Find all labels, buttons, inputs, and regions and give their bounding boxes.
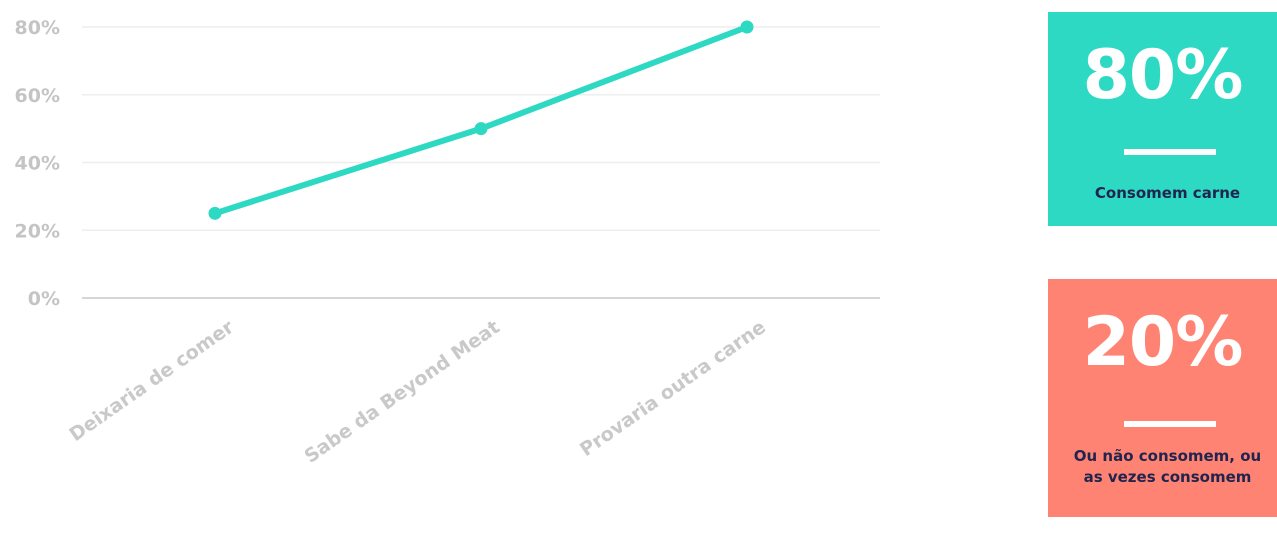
stat-caption: Consomem carne	[1094, 184, 1241, 202]
stat-caption: Ou não consomem, ou as vezes consomem	[1073, 447, 1262, 486]
y-tick-label: 60%	[15, 85, 60, 107]
data-point	[208, 206, 222, 220]
y-axis-ticks: 0% 20% 40% 60% 80%	[15, 17, 60, 310]
stat-value: 80%	[1082, 36, 1244, 115]
x-axis-ticks: Deixaria de comer Sabe da Beyond Meat Prov…	[65, 316, 769, 468]
stat-divider	[1124, 149, 1216, 155]
data-point	[740, 20, 754, 34]
series-layer	[208, 20, 754, 220]
series-line	[212, 24, 750, 217]
y-tick-label: 20%	[15, 220, 60, 242]
x-tick-label: Deixaria de comer	[65, 316, 238, 446]
stat-card-non-meat-eaters: 20% Ou não consomem, ou as vezes consome…	[1048, 279, 1277, 517]
gridlines	[82, 26, 880, 299]
stat-divider	[1124, 421, 1216, 427]
y-tick-label: 80%	[15, 17, 60, 39]
x-tick-label: Provaria outra carne	[576, 316, 770, 461]
stat-value: 20%	[1082, 303, 1244, 382]
y-tick-label: 40%	[15, 153, 60, 175]
data-point	[474, 122, 488, 136]
x-tick-label: Sabe da Beyond Meat	[300, 316, 503, 468]
line-chart: 0% 20% 40% 60% 80% Deixaria de comer Sabe da …	[15, 17, 880, 468]
stat-card-meat-eaters: 80% Consomem carne	[1048, 12, 1277, 226]
y-tick-label: 0%	[28, 288, 60, 310]
